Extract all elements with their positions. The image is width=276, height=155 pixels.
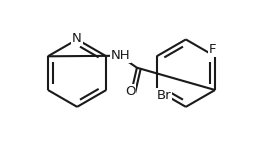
Text: F: F — [209, 43, 217, 56]
Text: Br: Br — [157, 89, 172, 102]
Text: O: O — [125, 85, 136, 98]
Text: N: N — [72, 32, 82, 45]
Text: NH: NH — [111, 49, 131, 62]
